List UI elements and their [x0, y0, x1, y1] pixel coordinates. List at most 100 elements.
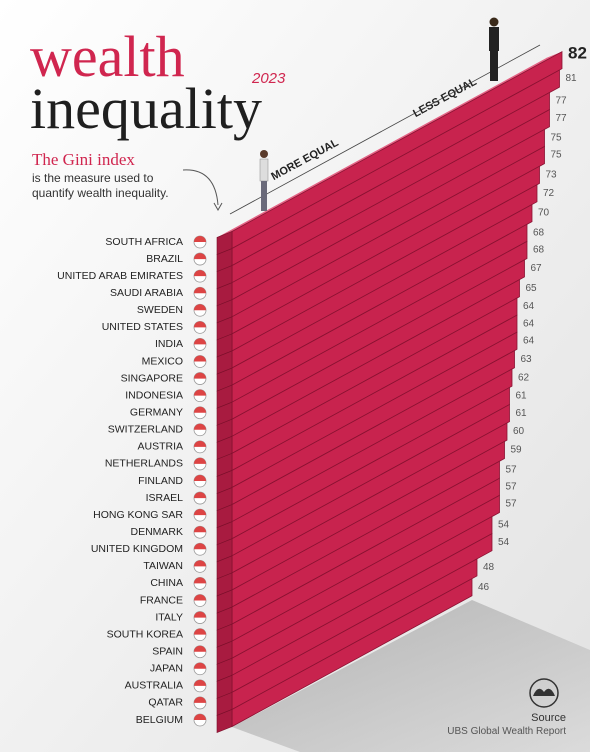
flag-band: [194, 406, 206, 413]
annotation-heading: The Gini index: [32, 150, 135, 169]
bar-end: [216, 709, 233, 733]
category-label: SPAIN: [152, 645, 183, 657]
flag-band: [194, 321, 206, 328]
value-label: 75: [551, 150, 563, 161]
value-label: 46: [478, 582, 490, 593]
flag-band: [194, 372, 206, 379]
source-label: Source: [531, 712, 566, 724]
value-label: 64: [523, 301, 535, 312]
flag-band: [194, 492, 206, 499]
flag-band: [194, 611, 206, 618]
value-label: 61: [516, 408, 528, 419]
flag-band: [194, 509, 206, 516]
category-label: BELGIUM: [136, 714, 183, 726]
value-label: 73: [546, 169, 558, 180]
category-label: UNITED STATES: [102, 321, 183, 333]
value-label: 82: [568, 44, 587, 63]
flag-band: [194, 560, 206, 567]
flag-band: [194, 287, 206, 294]
value-label: 70: [538, 208, 550, 219]
value-label: 54: [498, 537, 510, 548]
category-label: GERMANY: [130, 406, 183, 418]
category-label: SINGAPORE: [121, 372, 183, 384]
value-label: 67: [531, 263, 543, 274]
value-label: 81: [566, 73, 578, 84]
value-label: 62: [518, 372, 530, 383]
flag-band: [194, 662, 206, 669]
category-label: SAUDI ARABIA: [110, 287, 183, 299]
category-label: ISRAEL: [146, 492, 184, 504]
value-label: 57: [506, 481, 518, 492]
category-label: AUSTRIA: [137, 441, 183, 453]
subtitle: 2023: [252, 70, 286, 87]
category-label: MEXICO: [142, 355, 183, 367]
category-label: HONG KONG SAR: [93, 509, 183, 521]
category-label: TAIWAN: [143, 560, 183, 572]
flag-band: [194, 696, 206, 703]
flag-band: [194, 628, 206, 635]
direction-line: [229, 44, 541, 215]
slab-top: [217, 51, 562, 238]
category-label: AUSTRALIA: [125, 680, 183, 692]
flag-band: [194, 577, 206, 584]
title-line-2: inequality: [30, 76, 262, 141]
flag-band: [194, 338, 206, 345]
category-label: UNITED KINGDOM: [91, 543, 183, 555]
value-label: 48: [483, 562, 495, 573]
flag-band: [194, 304, 206, 311]
flag-band: [194, 355, 206, 362]
value-label: 72: [543, 188, 555, 199]
source: UBS Global Wealth Report: [447, 726, 566, 737]
category-label: DENMARK: [130, 526, 183, 538]
value-label: 77: [556, 113, 568, 124]
shadow: [232, 600, 590, 752]
figure-left: [259, 150, 269, 211]
flag-band: [194, 475, 206, 481]
category-label: SOUTH KOREA: [107, 628, 183, 640]
value-label: 64: [523, 335, 535, 346]
value-label: 60: [513, 426, 525, 437]
category-label: INDIA: [155, 338, 183, 350]
value-label: 57: [506, 499, 518, 510]
category-label: ITALY: [155, 611, 183, 623]
category-label: FRANCE: [140, 594, 183, 606]
value-label: 57: [506, 464, 518, 475]
pointer-arrow: [213, 202, 223, 212]
flag-band: [194, 714, 206, 720]
category-label: INDONESIA: [125, 389, 183, 401]
figure-right: [489, 17, 499, 81]
value-label: 68: [533, 245, 545, 256]
flag-band: [194, 594, 206, 601]
flag-band: [194, 236, 206, 242]
value-label: 59: [511, 445, 523, 456]
flag-band: [194, 645, 206, 652]
flag-band: [194, 457, 206, 464]
category-label: JAPAN: [150, 663, 183, 675]
value-label: 75: [551, 133, 563, 144]
category-label: UNITED ARAB EMIRATES: [57, 270, 183, 282]
flag-band: [194, 270, 206, 277]
flag-band: [194, 526, 206, 533]
value-label: 77: [556, 96, 568, 107]
value-label: 65: [526, 283, 538, 294]
category-label: CHINA: [150, 577, 183, 589]
category-label: SWEDEN: [137, 304, 183, 316]
pointer-line: [182, 169, 219, 206]
category-label: BRAZIL: [146, 253, 183, 265]
flag-band: [194, 389, 206, 396]
flag-band: [194, 253, 206, 260]
logo: [529, 678, 559, 708]
category-label: FINLAND: [138, 475, 183, 487]
category-label: QATAR: [148, 697, 183, 709]
value-label: 64: [523, 318, 535, 329]
flag-band: [194, 440, 206, 447]
annotation-text: is the measure used to quantify wealth i…: [32, 171, 169, 200]
value-label: 61: [516, 391, 528, 402]
flag-band: [194, 543, 206, 550]
flag-band: [194, 423, 206, 430]
title-line-1: wealth: [30, 24, 185, 89]
value-label: 54: [498, 520, 510, 531]
category-label: NETHERLANDS: [105, 458, 183, 470]
